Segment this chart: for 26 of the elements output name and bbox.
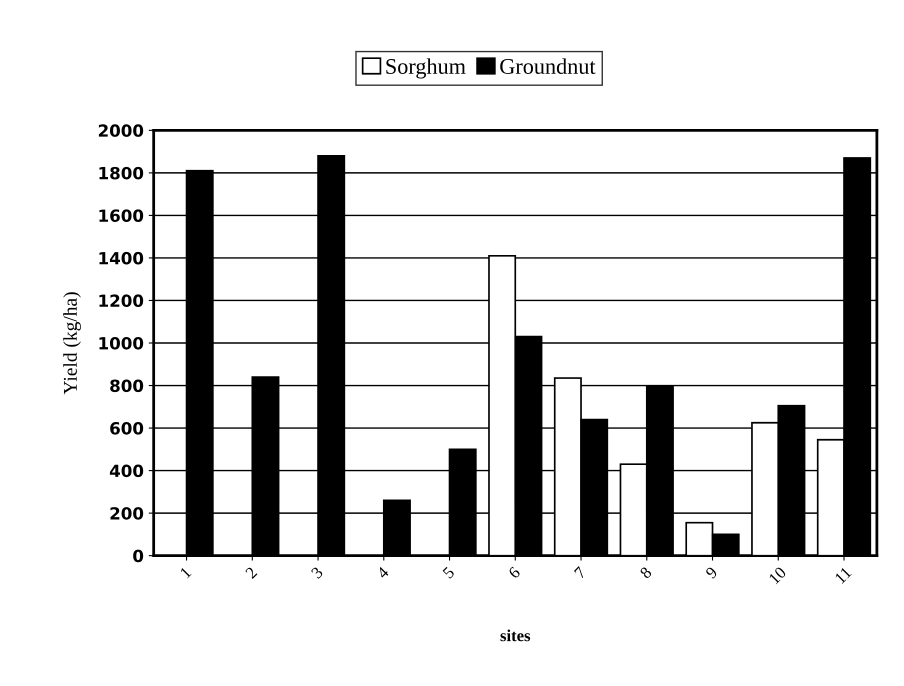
legend-label: Sorghum (386, 58, 466, 79)
x-tick-label: 6 (508, 566, 521, 580)
x-tick-label: 3 (310, 566, 324, 580)
y-tick-label: 1200 (99, 294, 144, 308)
y-tick-label: 600 (110, 422, 144, 435)
y-tick-label: 200 (110, 507, 144, 520)
x-tick-label: 4 (376, 566, 390, 580)
x-tick-label: 2 (244, 566, 258, 579)
legend-label: Groundnut (500, 58, 596, 74)
x-tick-label: 5 (442, 566, 455, 579)
x-tick-label: 10 (768, 566, 787, 584)
x-axis-title: sites (500, 630, 530, 642)
y-tick-label: 1000 (99, 336, 144, 350)
y-tick-label: 0 (133, 550, 144, 562)
x-tick-label: 11 (834, 566, 852, 584)
y-tick-label: 1800 (99, 166, 144, 180)
y-tick-label: 1400 (99, 252, 144, 265)
x-tick-label: 9 (704, 566, 718, 580)
x-tick-label: 8 (639, 566, 652, 580)
y-tick-label: 1600 (99, 209, 144, 222)
x-tick-label: 1 (180, 566, 192, 578)
y-tick-label: 400 (110, 464, 144, 478)
y-tick-label: 2000 (98, 124, 144, 137)
y-axis-title: Yield (kg/ha) (63, 292, 81, 394)
x-tick-label: 7 (574, 566, 586, 579)
y-tick-label: 800 (110, 379, 144, 392)
